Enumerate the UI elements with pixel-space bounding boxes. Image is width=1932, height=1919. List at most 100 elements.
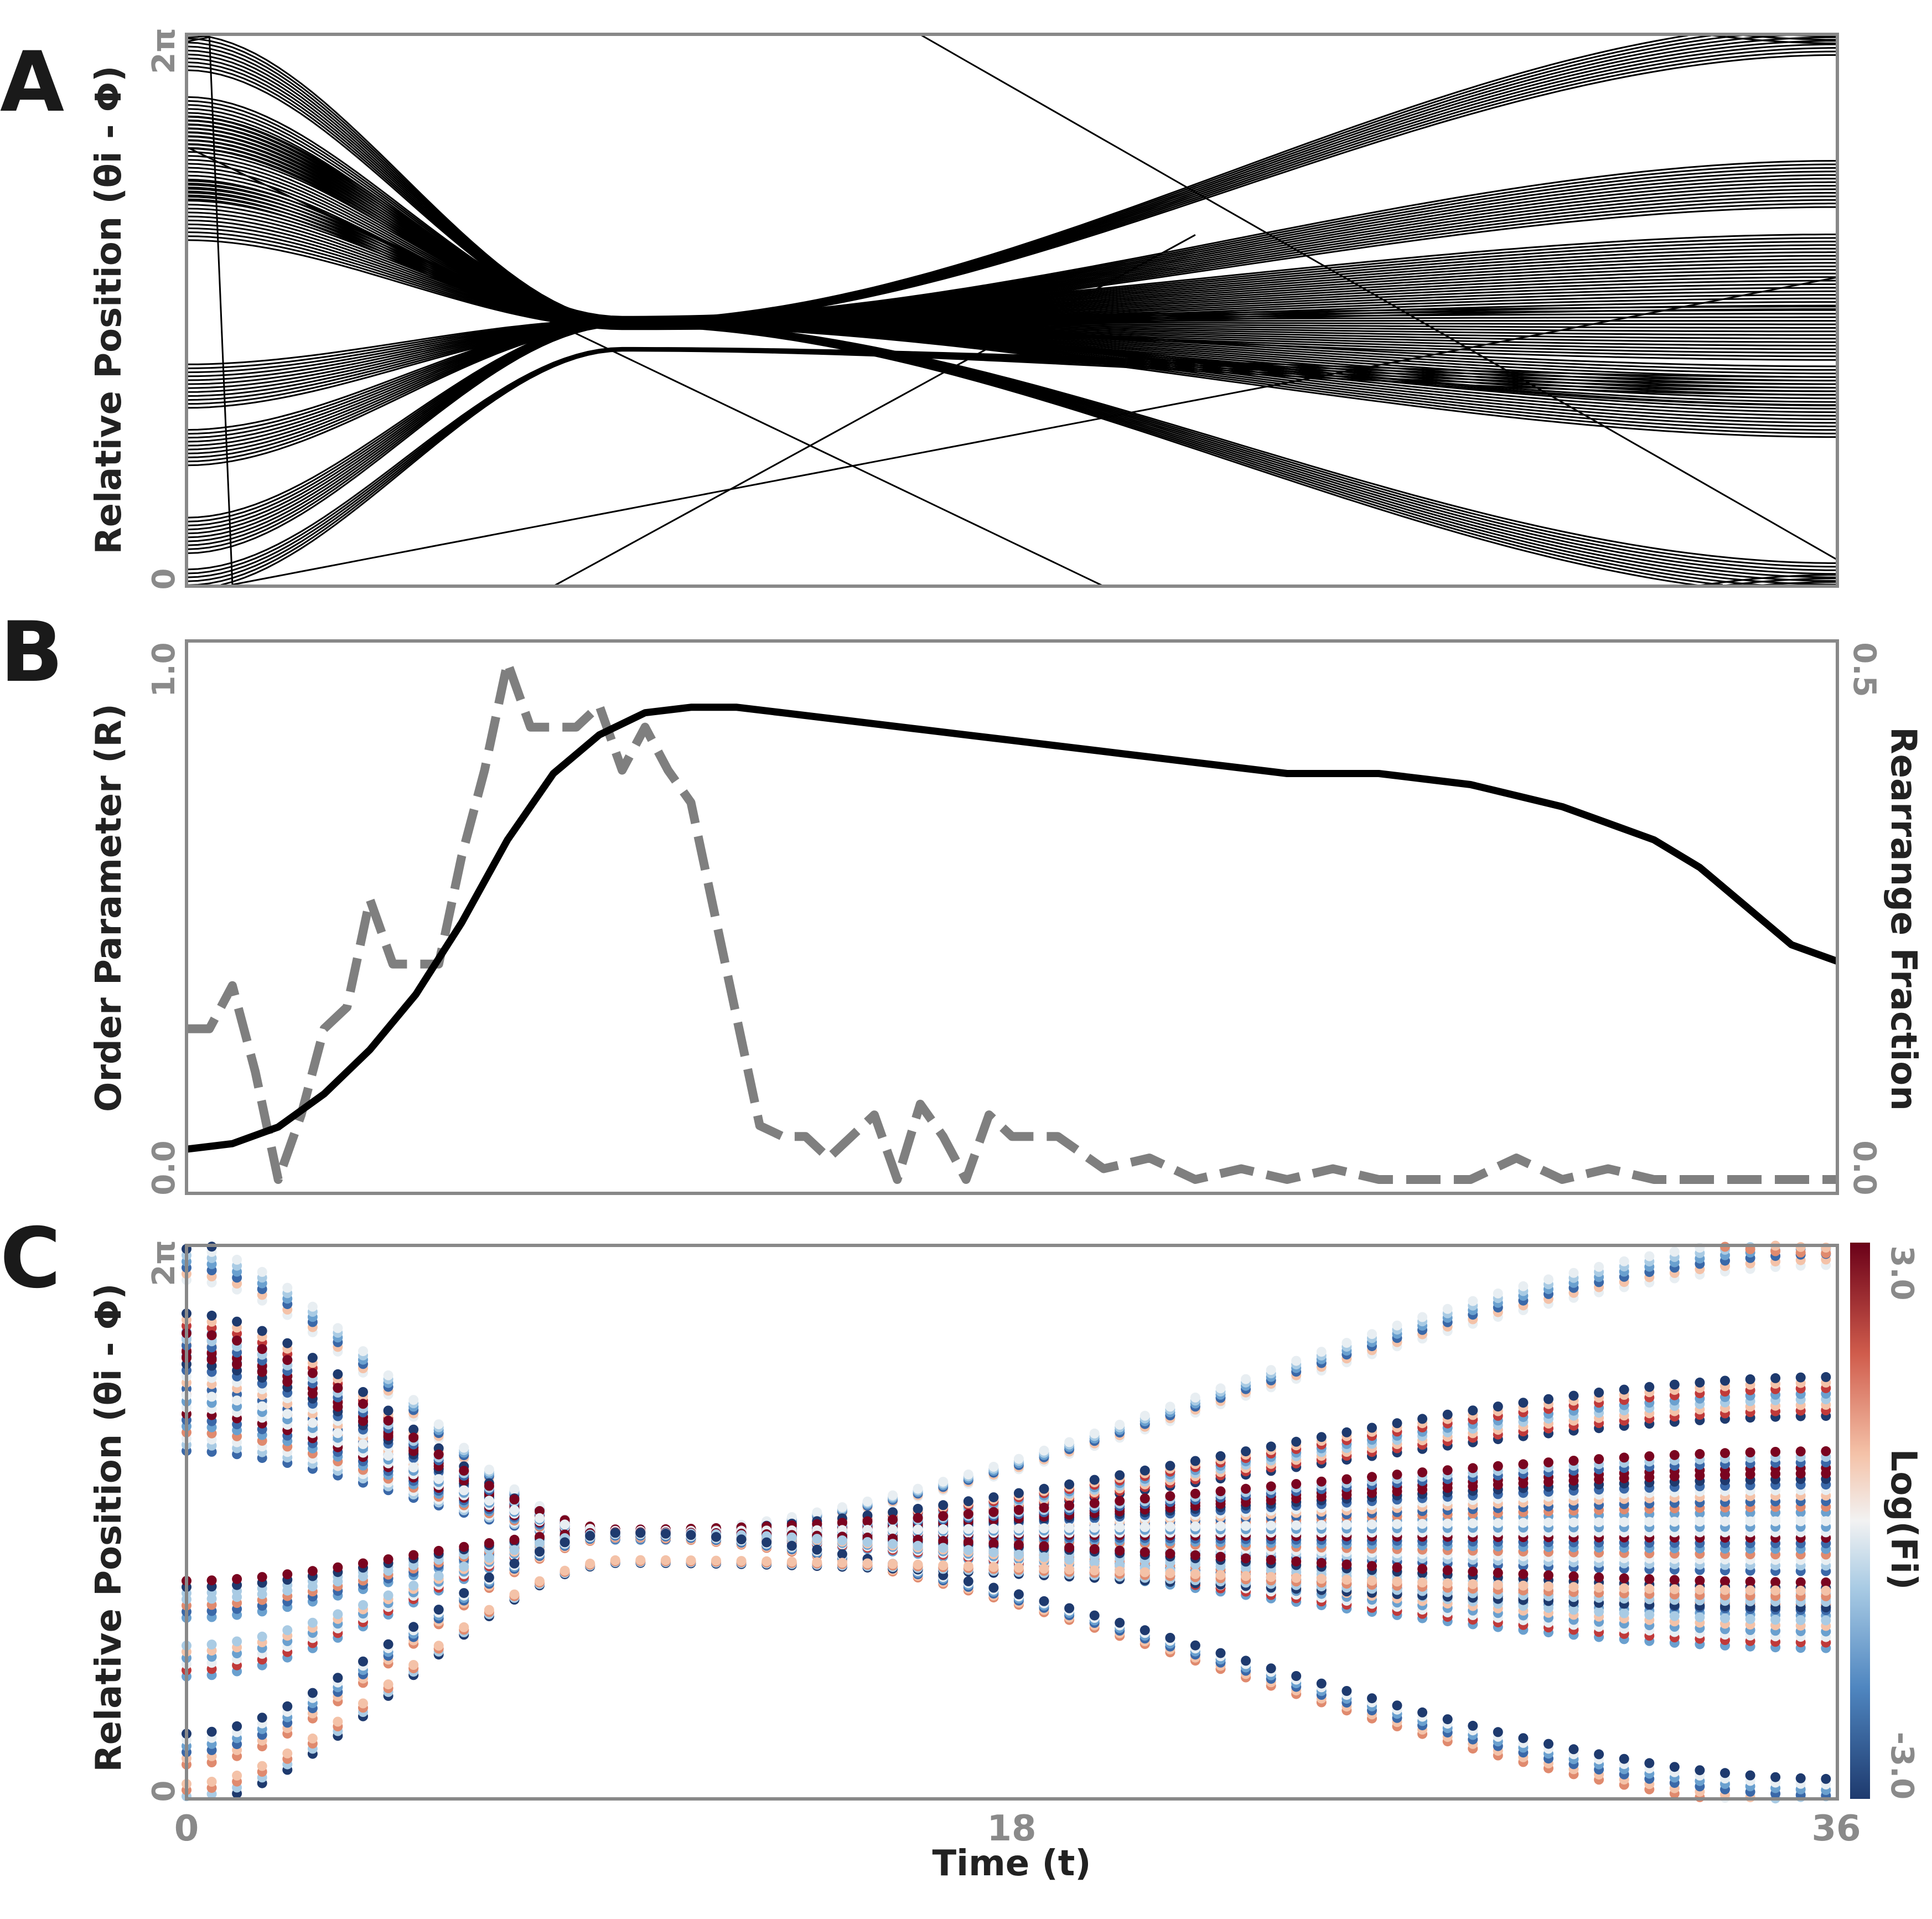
trajectory-dot [938, 1560, 949, 1571]
trajectory-dot [459, 1588, 469, 1599]
trajectory-dot [585, 1530, 595, 1541]
trajectory-dot [1316, 1520, 1327, 1530]
trajectory-dot [257, 1344, 267, 1354]
trajectory-dot [1013, 1523, 1024, 1534]
trajectory-dot [1695, 1585, 1705, 1595]
trajectory-dot [1821, 1372, 1831, 1382]
trajectory-dot [1064, 1564, 1075, 1575]
trajectory-line [186, 195, 1837, 322]
trajectory-dot [333, 1323, 343, 1333]
panel-a-ytick-bottom: 0 [146, 568, 182, 590]
trajectory-line [186, 320, 1838, 375]
trajectory-dot [888, 1524, 898, 1535]
trajectory-dot [888, 1539, 898, 1549]
trajectory-dot [1669, 1246, 1680, 1257]
trajectory-dot [1594, 1572, 1604, 1582]
trajectory-dot [333, 1383, 343, 1393]
trajectory-dot [1417, 1519, 1428, 1529]
trajectory-dot [1543, 1739, 1553, 1749]
trajectory-dot [1821, 1577, 1831, 1587]
trajectory-dot [1341, 1559, 1352, 1570]
xtick-0: 0 [174, 1808, 199, 1849]
trajectory-dot [913, 1483, 923, 1494]
colorbar-tick-max: 3.0 [1884, 1245, 1920, 1300]
panel-label-a: A [0, 34, 64, 131]
trajectory-dot [1215, 1383, 1226, 1394]
trajectory-dot [484, 1538, 494, 1548]
trajectory-line [186, 320, 1838, 568]
trajectory-dot [938, 1536, 949, 1546]
panel-c-ytick-bottom: 0 [146, 1781, 182, 1802]
trajectory-dot [1392, 1562, 1402, 1573]
trajectory-dot [1720, 1516, 1730, 1527]
trajectory-dot [862, 1558, 873, 1569]
trajectory-dot [1795, 1585, 1806, 1596]
trajectory-dot [837, 1549, 847, 1559]
trajectory-dot [1568, 1582, 1579, 1592]
trajectory-dot [560, 1565, 570, 1576]
trajectory-dot [913, 1540, 923, 1551]
trajectory-line [186, 43, 1838, 325]
trajectory-dot [257, 1266, 267, 1277]
panel-c-ytick-top: 2π [146, 1240, 182, 1286]
trajectory-dot [837, 1535, 847, 1545]
trajectory-dot [1669, 1584, 1680, 1595]
trajectory-dot [1720, 1576, 1730, 1586]
trajectory-dot [812, 1534, 822, 1544]
trajectory-dot [1367, 1329, 1377, 1339]
trajectory-dot [1543, 1394, 1553, 1404]
trajectory-dot [1341, 1575, 1352, 1585]
trajectory-dot [1039, 1523, 1049, 1533]
trajectory-dot [1115, 1420, 1125, 1430]
trajectory-dot [1139, 1567, 1150, 1577]
panel-label-c: C [0, 1211, 61, 1307]
trajectory-dot [1215, 1570, 1226, 1580]
trajectory-dot [1644, 1574, 1655, 1584]
trajectory-dot [862, 1525, 873, 1535]
trajectory-dot [1417, 1577, 1428, 1587]
trajectory-dot [1442, 1714, 1453, 1725]
trajectory-dot [1139, 1547, 1150, 1558]
trajectory-dot [1568, 1517, 1579, 1528]
trajectory-dot [1568, 1268, 1579, 1278]
trajectory-dot [1215, 1648, 1226, 1658]
trajectory-dot [282, 1282, 293, 1293]
trajectory-line [186, 321, 1838, 443]
trajectory-dot [282, 1338, 293, 1348]
trajectory-line [186, 119, 1838, 318]
trajectory-dot [1619, 1517, 1629, 1527]
trajectory-dot [535, 1506, 545, 1516]
trajectory-dot [963, 1537, 973, 1548]
trajectory-dot [1669, 1611, 1680, 1621]
trajectory-line [186, 199, 1837, 325]
trajectory-dot [913, 1503, 923, 1514]
trajectory-dot [736, 1556, 747, 1566]
trajectory-dot [1215, 1551, 1226, 1562]
trajectory-dot [711, 1555, 721, 1566]
trajectory-line [186, 322, 1837, 451]
trajectory-dot [1341, 1427, 1352, 1437]
trajectory-dot [1089, 1610, 1100, 1621]
trajectory-dot [1367, 1519, 1377, 1530]
trajectory-dot [484, 1481, 494, 1491]
trajectory-dot [408, 1550, 419, 1560]
trajectory-line [186, 348, 1837, 575]
trajectory-dot [1795, 1446, 1806, 1457]
trajectory-dot [1266, 1441, 1276, 1452]
trajectory-dot [1695, 1765, 1705, 1776]
trajectory-dot [1241, 1571, 1251, 1581]
trajectory-line [186, 324, 1837, 463]
trajectory-dot [1064, 1554, 1075, 1565]
trajectory-dot [459, 1485, 469, 1496]
trajectory-dot [1720, 1613, 1730, 1623]
trajectory-dot [232, 1316, 242, 1327]
trajectory-dot [963, 1496, 973, 1507]
trajectory-dot [686, 1530, 696, 1540]
trajectory-dot [1165, 1568, 1175, 1579]
trajectory-dot [1241, 1374, 1251, 1384]
trajectory-dot [1770, 1585, 1781, 1596]
trajectory-dot [1392, 1470, 1402, 1480]
trajectory-dot [812, 1544, 822, 1555]
trajectory-dot [1064, 1543, 1075, 1553]
trajectory-dot [1619, 1384, 1629, 1395]
